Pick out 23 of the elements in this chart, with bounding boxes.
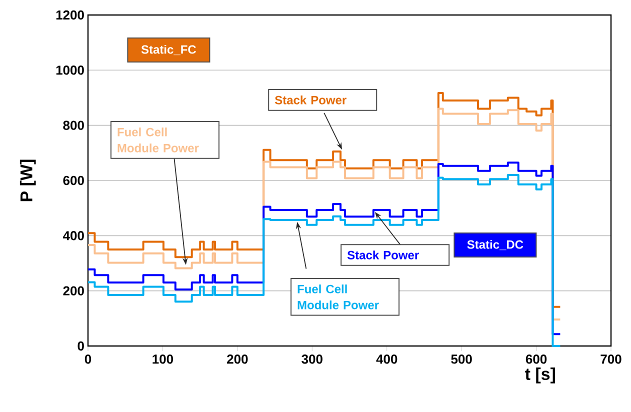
y-tick-label: 0 bbox=[78, 341, 84, 351]
y-tick-label: 1200 bbox=[56, 10, 84, 20]
y-axis-title: P [W] bbox=[20, 160, 36, 202]
y-tick-label: 200 bbox=[63, 286, 84, 296]
y-tick-label: 600 bbox=[63, 176, 84, 186]
text: Fuel Cell Module Power bbox=[118, 128, 199, 152]
y-tick-label: 1000 bbox=[56, 66, 84, 75]
annotation: Static_FC bbox=[141, 44, 196, 56]
text: Stack Power bbox=[274, 96, 346, 104]
x-tick-label: 0 bbox=[84, 354, 92, 364]
text: Fuel Cell Module Power bbox=[298, 284, 379, 310]
x-tick-label: 100 bbox=[152, 354, 174, 364]
x-tick-label: 500 bbox=[451, 354, 472, 364]
x-axis-title: t [s] bbox=[525, 368, 556, 384]
y-tick-label: 400 bbox=[62, 231, 84, 240]
x-tick-label: 400 bbox=[376, 354, 398, 364]
x-tick-label: 300 bbox=[302, 354, 322, 364]
y-tick-label: 800 bbox=[63, 120, 84, 130]
annotation: Static_DC bbox=[467, 240, 524, 250]
x-tick-label: 700 bbox=[600, 354, 622, 364]
text: Stack Power bbox=[347, 250, 419, 260]
x-tick-label: 200 bbox=[227, 354, 248, 364]
x-tick-label: 600 bbox=[526, 354, 547, 364]
